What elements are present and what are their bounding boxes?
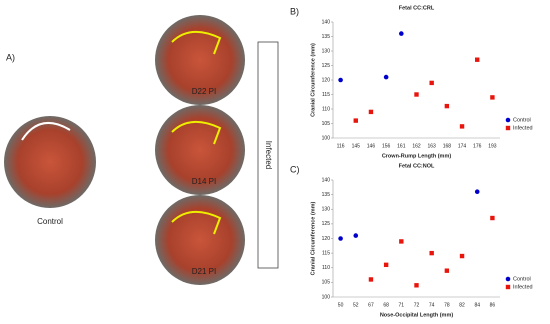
point	[399, 31, 404, 36]
outline	[171, 121, 222, 145]
x-axis-label: Nose-Occipital Length (mm)	[380, 312, 454, 318]
x-tick-label: 71	[399, 302, 405, 308]
x-tick-label: 116	[337, 143, 345, 149]
x-tick-label: 72	[414, 302, 420, 308]
y-tick-label: 110	[322, 265, 330, 271]
point	[490, 95, 495, 100]
y-tick-label: 100	[322, 294, 331, 300]
y-tick-label: 120	[322, 77, 331, 83]
y-tick-label: 105	[322, 121, 331, 127]
point	[429, 80, 434, 86]
legend-marker	[505, 125, 511, 131]
chart-title: Fetal CC:NOL	[399, 163, 435, 169]
point	[383, 262, 389, 268]
x-tick-label: 145	[352, 143, 361, 149]
x-tick-label: 52	[353, 302, 359, 308]
y-tick-label: 135	[322, 34, 331, 40]
point	[368, 109, 374, 115]
point	[338, 236, 343, 241]
group-box	[257, 41, 279, 269]
panel-label: B)	[290, 6, 299, 16]
legend-label: Control	[513, 117, 531, 123]
outline	[171, 31, 222, 55]
x-tick-label: 67	[368, 302, 374, 308]
point	[459, 124, 465, 129]
x-tick-label: 50	[338, 302, 344, 308]
chart-title: Fetal CC:CRL	[399, 5, 435, 11]
x-tick-label: 193	[488, 143, 497, 149]
y-tick-label: 140	[322, 177, 331, 183]
point	[353, 233, 359, 238]
x-tick-label: 74	[429, 302, 435, 308]
point	[444, 103, 450, 109]
y-tick-label: 125	[322, 63, 331, 69]
x-tick-label: 162	[412, 143, 421, 149]
y-axis-label: Cranial Circumference (mm)	[310, 202, 316, 276]
point	[444, 268, 450, 273]
group-label: Infected	[264, 141, 273, 169]
x-tick-label: 68	[383, 302, 389, 308]
y-tick-label: 115	[322, 92, 330, 98]
x-tick-label: 174	[458, 143, 467, 149]
y-tick-label: 125	[322, 221, 331, 227]
outline	[21, 121, 71, 141]
y-tick-label: 100	[322, 135, 331, 141]
photo-caption: D14 PI	[192, 177, 216, 186]
photo-caption: D21 PI	[192, 267, 216, 276]
y-tick-label: 135	[322, 192, 331, 198]
x-tick-label: 176	[473, 143, 482, 149]
point	[338, 77, 343, 83]
panel-label: C)	[290, 164, 300, 174]
point	[368, 277, 374, 282]
y-tick-label: 105	[322, 280, 331, 286]
point	[414, 92, 419, 97]
legend-marker	[505, 284, 511, 290]
x-tick-label: 163	[428, 143, 437, 149]
photo-caption: D22 PI	[192, 87, 216, 96]
legend-label: Infected	[513, 284, 533, 290]
legend-marker	[505, 276, 511, 282]
point	[474, 189, 480, 194]
photo-caption: Control	[37, 217, 63, 226]
x-tick-label: 146	[367, 143, 376, 149]
panel-label: A)	[6, 52, 15, 62]
x-axis-label: Crown-Rump Length (mm)	[382, 153, 452, 159]
point	[429, 250, 434, 256]
y-tick-label: 110	[322, 106, 330, 112]
x-tick-label: 78	[444, 302, 450, 308]
point	[459, 253, 465, 259]
y-tick-label: 130	[322, 48, 331, 54]
legend-label: Control	[513, 276, 531, 282]
y-tick-label: 115	[322, 250, 330, 256]
x-tick-label: 161	[397, 143, 406, 149]
x-tick-label: 168	[443, 143, 452, 149]
legend-marker	[505, 117, 511, 123]
y-tick-label: 130	[322, 207, 331, 213]
x-tick-label: 86	[490, 302, 496, 308]
y-tick-label: 120	[322, 236, 331, 242]
point	[475, 57, 480, 62]
y-axis-label: Cranial Circumference (mm)	[310, 43, 316, 117]
y-tick-label: 140	[322, 19, 331, 25]
photo	[4, 116, 96, 208]
outline	[171, 211, 222, 235]
x-tick-label: 156	[382, 143, 391, 149]
point	[490, 215, 495, 221]
point	[383, 74, 389, 80]
x-tick-label: 82	[459, 302, 465, 308]
point	[353, 118, 358, 123]
point	[414, 283, 419, 288]
x-tick-label: 84	[474, 302, 480, 308]
point	[399, 239, 404, 244]
legend-label: Infected	[513, 125, 533, 131]
